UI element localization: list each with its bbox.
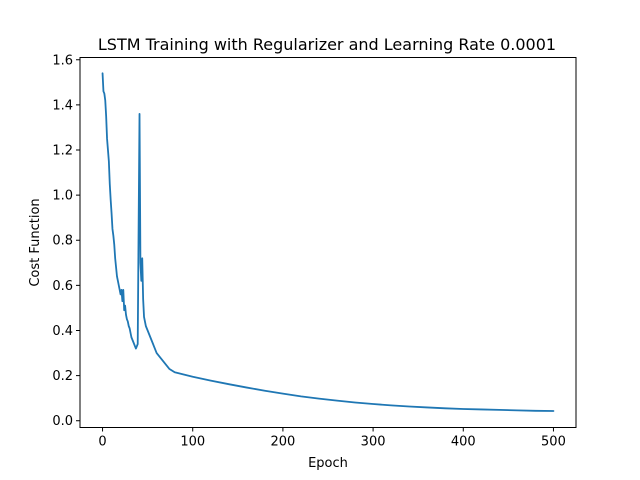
- y-tick-label: 1.2: [52, 144, 73, 159]
- y-axis-label: Cost Function: [28, 198, 43, 286]
- chart-title: LSTM Training with Regularizer and Learn…: [98, 35, 556, 54]
- x-axis: 0 100 200 300 400 500: [98, 427, 566, 450]
- y-tick-label: 1.0: [52, 189, 73, 204]
- y-axis: 0.0 0.2 0.4 0.6 0.8 1.0 1.2 1.4 1.6: [52, 53, 80, 429]
- x-tick-label: 300: [361, 435, 386, 450]
- y-tick-label: 0.6: [52, 279, 73, 294]
- y-tick-label: 0.4: [52, 324, 73, 339]
- x-tick-label: 100: [180, 435, 205, 450]
- x-tick-label: 200: [270, 435, 295, 450]
- x-tick-label: 500: [541, 435, 566, 450]
- y-tick-label: 0.8: [52, 234, 73, 249]
- y-tick-label: 0.0: [52, 414, 73, 429]
- y-tick-label: 1.4: [52, 98, 73, 113]
- cost-function-line: [101, 72, 555, 412]
- x-tick-label: 0: [98, 435, 106, 450]
- x-tick-label: 400: [451, 435, 476, 450]
- plot-area-frame: [79, 57, 577, 428]
- x-axis-label: Epoch: [308, 456, 348, 471]
- y-tick-label: 0.2: [52, 369, 73, 384]
- y-tick-label: 1.6: [52, 53, 73, 68]
